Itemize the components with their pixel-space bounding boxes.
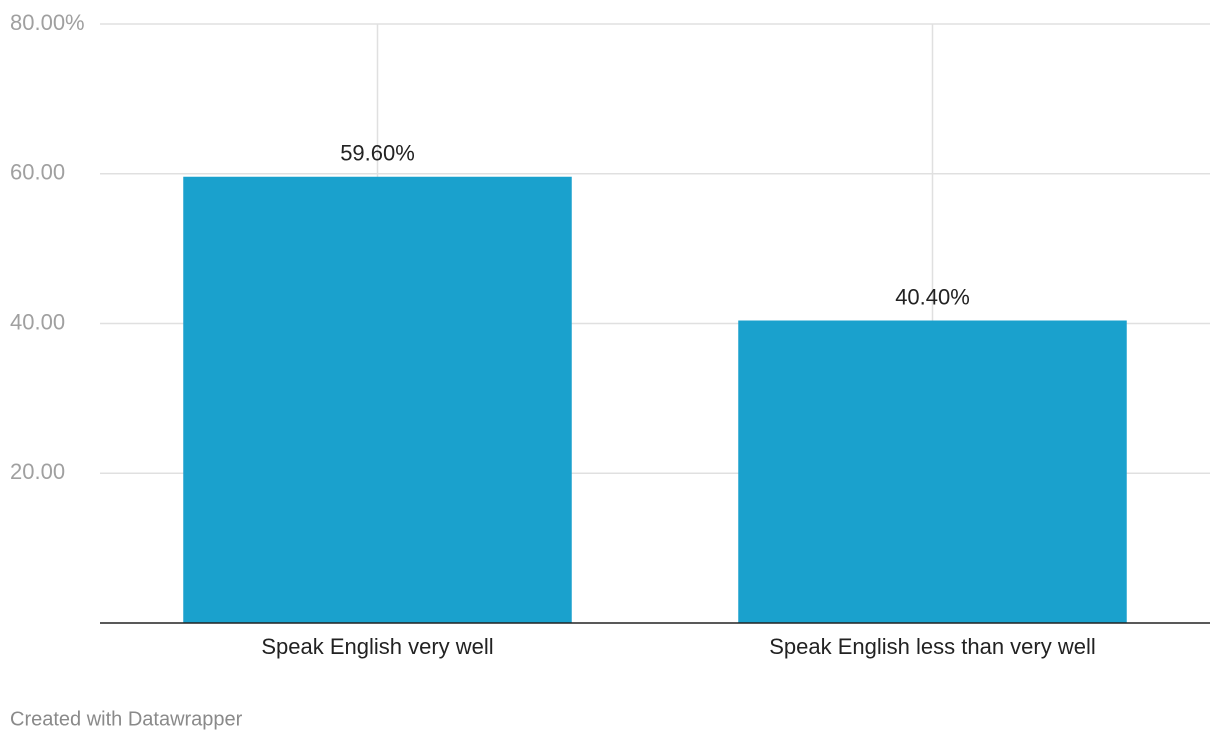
bar [183, 176, 572, 623]
y-tick-label: 80.00% [10, 10, 85, 35]
y-tick-label: 20.00 [10, 459, 65, 484]
value-label: 40.40% [895, 284, 970, 309]
value-label: 59.60% [340, 141, 415, 166]
x-tick-label: Speak English very well [261, 634, 493, 659]
x-tick-label: Speak English less than very well [769, 634, 1096, 659]
y-tick-label: 60.00 [10, 160, 65, 185]
y-tick-label: 40.00 [10, 309, 65, 334]
footer: Created with Datawrapper [10, 708, 243, 730]
bar [738, 320, 1127, 623]
